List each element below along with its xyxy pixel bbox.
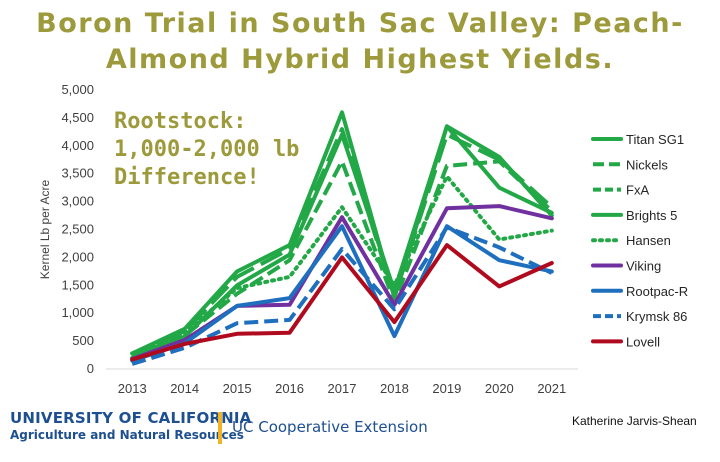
uc-cooperative-extension: UC Cooperative Extension bbox=[232, 418, 428, 436]
x-tick-label: 2021 bbox=[537, 381, 566, 396]
legend-label-viking: Viking bbox=[626, 259, 661, 274]
series-line-titan-sg1 bbox=[130, 110, 554, 356]
series-line-rootpac-r bbox=[130, 224, 554, 363]
legend-label-titan-sg1: Titan SG1 bbox=[626, 132, 684, 147]
series-line-fxa bbox=[131, 159, 554, 359]
y-tick-label: 2,000 bbox=[61, 249, 94, 264]
annotation-line-2: 1,000-2,000 lb bbox=[114, 137, 300, 162]
x-tick-label: 2020 bbox=[485, 381, 514, 396]
x-tick-label: 2014 bbox=[170, 381, 199, 396]
uc-anr-logo: UNIVERSITY OF CALIFORNIA Agriculture and… bbox=[10, 410, 252, 443]
chart-title-line-1: Boron Trial in South Sac Valley: Peach- bbox=[36, 8, 684, 39]
y-tick-label: 3,000 bbox=[61, 194, 94, 209]
chart-annotation: Rootstock: 1,000-2,000 lb Difference! bbox=[114, 108, 299, 192]
author-credit: Katherine Jarvis-Shean bbox=[572, 414, 697, 428]
legend-label-fxa: FxA bbox=[626, 183, 649, 198]
chart-title-line-2: Almond Hybrid Highest Yields. bbox=[105, 44, 615, 75]
legend-label-hansen: Hansen bbox=[626, 233, 671, 248]
series-line-lovell bbox=[130, 243, 554, 362]
x-tick-label: 2018 bbox=[380, 381, 409, 396]
y-axis-label: Kernel Lb per Acre bbox=[38, 179, 52, 279]
legend-label-krymsk-86: Krymsk 86 bbox=[626, 309, 687, 324]
y-tick-label: 5,000 bbox=[61, 82, 94, 97]
legend-label-brights-5: Brights 5 bbox=[626, 208, 677, 223]
y-tick-label: 1,000 bbox=[61, 305, 94, 320]
annotation-line-3: Difference! bbox=[114, 165, 260, 190]
y-tick-label: 2,500 bbox=[61, 222, 94, 237]
uc-logo-line-1: UNIVERSITY OF CALIFORNIA bbox=[10, 409, 252, 427]
legend-label-rootpac-r: Rootpac-R bbox=[626, 284, 688, 299]
y-tick-label: 0 bbox=[87, 361, 94, 376]
x-tick-label: 2013 bbox=[118, 381, 147, 396]
line-chart: 0 500 1,000 1,500 2,000 2,500 3,000 3,500 4,000 4… bbox=[38, 82, 688, 396]
annotation-line-1: Rootstock: bbox=[114, 109, 247, 134]
y-tick-label: 4,000 bbox=[61, 138, 94, 153]
series-line-nickels bbox=[131, 127, 554, 357]
x-tick-label: 2016 bbox=[275, 381, 304, 396]
chart-title: Boron Trial in South Sac Valley: Peach- … bbox=[0, 6, 720, 78]
legend-label-nickels: Nickels bbox=[626, 157, 668, 172]
series-line-krymsk-86 bbox=[131, 225, 553, 366]
legend-label-lovell: Lovell bbox=[626, 334, 660, 349]
footer-divider bbox=[218, 412, 222, 444]
series-line-hansen bbox=[130, 174, 554, 356]
x-tick-label: 2015 bbox=[223, 381, 252, 396]
y-tick-label: 1,500 bbox=[61, 277, 94, 292]
uc-logo-line-2: Agriculture and Natural Resources bbox=[10, 428, 244, 442]
y-tick-label: 4,500 bbox=[61, 110, 94, 125]
y-tick-label: 3,500 bbox=[61, 166, 94, 181]
y-tick-label: 500 bbox=[72, 333, 94, 348]
x-tick-label: 2017 bbox=[328, 381, 357, 396]
x-tick-label: 2019 bbox=[432, 381, 461, 396]
